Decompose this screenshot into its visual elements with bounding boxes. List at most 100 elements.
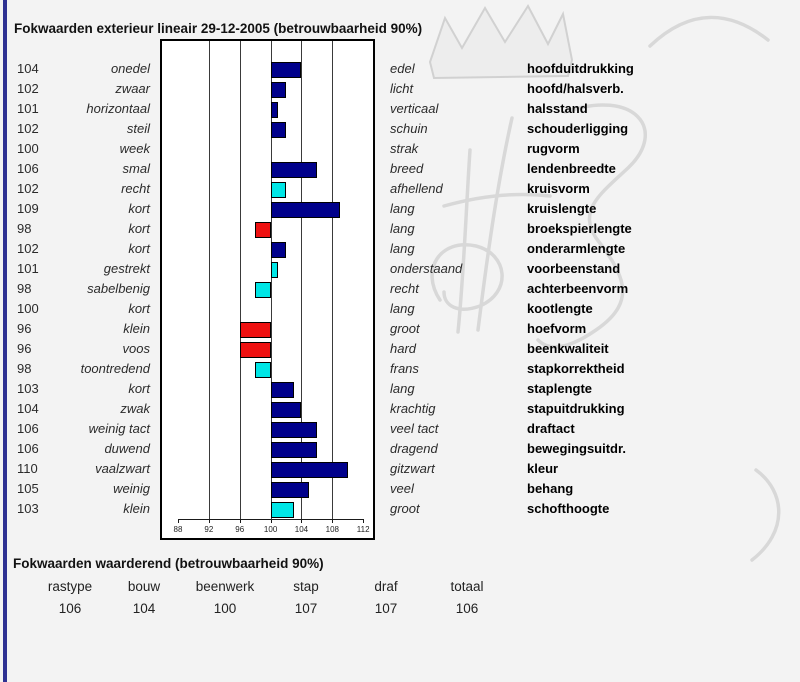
value-bar xyxy=(270,502,294,518)
breeding-value: 110 xyxy=(17,461,38,476)
trait-name: behang xyxy=(527,481,574,496)
gridline xyxy=(239,41,241,519)
value-bar xyxy=(270,382,294,398)
gridline xyxy=(270,41,272,519)
linear-row: 98 sabelbenig recht achterbeenvorm xyxy=(0,279,800,299)
trait-name: broekspierlengte xyxy=(527,221,632,236)
breeding-value: 98 xyxy=(17,221,32,236)
linear-row: 103 klein groot schofthoogte xyxy=(0,499,800,519)
linear-chart-plot: 88 92 96 100 104 108 112 xyxy=(160,39,375,540)
low-trait-label: gestrekt xyxy=(103,261,150,276)
low-trait-label: weinig xyxy=(113,481,150,496)
high-trait-label: recht xyxy=(390,281,419,296)
breeding-value: 106 xyxy=(17,161,39,176)
linear-row: 106 weinig tact veel tact draftact xyxy=(0,419,800,439)
low-trait-label: voos xyxy=(122,341,150,356)
axis-tick-label: 104 xyxy=(294,525,309,534)
high-trait-label: groot xyxy=(390,501,420,516)
high-trait-label: lang xyxy=(390,241,415,256)
axis-tick xyxy=(178,519,179,523)
linear-row: 98 toontredend frans stapkorrektheid xyxy=(0,359,800,379)
axis-tick xyxy=(363,519,365,523)
trait-name: stapuitdrukking xyxy=(527,401,625,416)
trait-name: beenkwaliteit xyxy=(527,341,609,356)
low-trait-label: duwend xyxy=(104,441,150,456)
linear-row: 101 gestrekt onderstaand voorbeenstand xyxy=(0,259,800,279)
axis-tick-label: 100 xyxy=(263,525,278,534)
linear-row: 102 zwaar licht hoofd/halsverb. xyxy=(0,79,800,99)
high-trait-label: veel tact xyxy=(390,421,439,436)
value-bar xyxy=(270,82,287,98)
value-bar xyxy=(239,322,271,338)
breeding-value: 103 xyxy=(17,501,39,516)
value-bar xyxy=(270,182,287,198)
high-trait-label: frans xyxy=(390,361,419,376)
trait-name: halsstand xyxy=(527,101,588,116)
trait-name: kruisvorm xyxy=(527,181,590,196)
low-trait-label: kort xyxy=(128,201,150,216)
summary-value-cell: 107 xyxy=(294,601,318,616)
trait-name: kleur xyxy=(527,461,559,476)
high-trait-label: lang xyxy=(390,381,415,396)
value-bar xyxy=(270,102,279,118)
trait-name: kruislengte xyxy=(527,201,597,216)
low-trait-label: zwaar xyxy=(115,81,150,96)
high-trait-label: groot xyxy=(390,321,420,336)
breeding-value: 109 xyxy=(17,201,39,216)
high-trait-label: licht xyxy=(390,81,414,96)
high-trait-label: dragend xyxy=(390,441,438,456)
section-title-linear: Fokwaarden exterieur lineair 29-12-2005 … xyxy=(14,21,423,36)
trait-name: hoofd/halsverb. xyxy=(527,81,624,96)
value-bar xyxy=(270,202,341,218)
axis-tick xyxy=(332,519,334,523)
value-bar xyxy=(270,402,302,418)
watermark-curve-top-right xyxy=(648,15,770,48)
summary-value-cell: 106 xyxy=(455,601,479,616)
summary-header-cell: stap xyxy=(293,579,319,594)
value-bar xyxy=(255,222,271,238)
trait-name: bewegingsuitdr. xyxy=(527,441,626,456)
high-trait-label: onderstaand xyxy=(390,261,463,276)
section-title-waarderend: Fokwaarden waarderend (betrouwbaarheid 9… xyxy=(13,556,324,571)
high-trait-label: lang xyxy=(390,221,415,236)
breeding-value: 104 xyxy=(17,401,39,416)
axis-tick-label: 96 xyxy=(235,525,245,534)
breeding-value: 102 xyxy=(17,181,39,196)
trait-name: rugvorm xyxy=(527,141,580,156)
value-bar xyxy=(270,242,287,258)
high-trait-label: edel xyxy=(390,61,415,76)
breeding-value: 106 xyxy=(17,441,39,456)
value-bar xyxy=(239,342,271,358)
breeding-value: 102 xyxy=(17,81,39,96)
value-bar xyxy=(255,362,271,378)
value-bar xyxy=(270,422,317,438)
low-trait-label: week xyxy=(119,141,150,156)
linear-row: 106 duwend dragend bewegingsuitdr. xyxy=(0,439,800,459)
trait-name: hoofduitdrukking xyxy=(527,61,634,76)
summary-value-cell: 106 xyxy=(58,601,82,616)
linear-row: 102 kort lang onderarmlengte xyxy=(0,239,800,259)
linear-row: 101 horizontaal verticaal halsstand xyxy=(0,99,800,119)
high-trait-label: gitzwart xyxy=(390,461,435,476)
summary-value-cell: 100 xyxy=(213,601,237,616)
gridline xyxy=(301,41,303,519)
low-trait-label: smal xyxy=(122,161,150,176)
low-trait-label: kort xyxy=(128,221,150,236)
high-trait-label: strak xyxy=(390,141,419,156)
high-trait-label: veel xyxy=(390,481,414,496)
linear-row: 105 weinig veel behang xyxy=(0,479,800,499)
summary-value-cell: 107 xyxy=(374,601,398,616)
breeding-value: 103 xyxy=(17,381,39,396)
gridline xyxy=(208,41,210,519)
breeding-value: 96 xyxy=(17,321,32,336)
linear-row: 96 voos hard beenkwaliteit xyxy=(0,339,800,359)
value-bar xyxy=(270,482,310,498)
high-trait-label: krachtig xyxy=(390,401,436,416)
low-trait-label: weinig tact xyxy=(88,421,150,436)
low-trait-label: kort xyxy=(128,241,150,256)
value-bar xyxy=(270,62,302,78)
high-trait-label: hard xyxy=(390,341,417,356)
trait-name: hoefvorm xyxy=(527,321,587,336)
axis-tick xyxy=(239,519,241,523)
